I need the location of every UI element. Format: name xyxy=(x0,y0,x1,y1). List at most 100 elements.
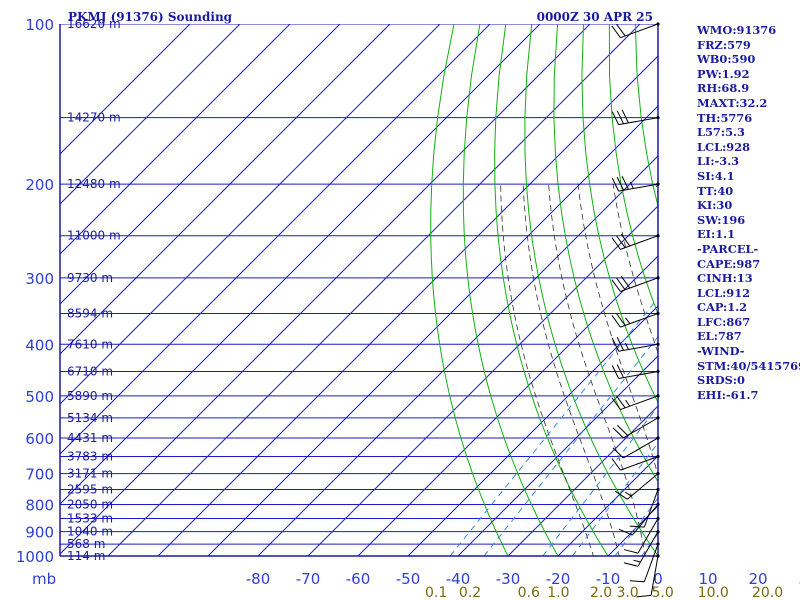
wind-barb-flag xyxy=(616,337,624,351)
isotherm xyxy=(60,24,441,405)
wind-barb-dot xyxy=(656,394,660,398)
wind-barb-flag xyxy=(611,237,621,250)
index-line: LFC:867 xyxy=(697,314,751,329)
dry-adiabat xyxy=(430,24,509,556)
height-label: 5890 m xyxy=(67,389,113,403)
mixing-ratio-label: 10.0 xyxy=(698,585,729,600)
height-label: 6710 m xyxy=(67,365,113,379)
wind-barb-dot xyxy=(656,454,660,459)
height-label: 1040 m xyxy=(67,525,113,539)
wind-barb-staff xyxy=(620,312,659,328)
isotherm xyxy=(107,24,641,556)
wind-barb-staff xyxy=(631,504,659,536)
isotherm xyxy=(60,24,241,205)
index-line: EHI:-61.7 xyxy=(697,387,759,402)
pressure-tick-label: 800 xyxy=(25,496,54,514)
isotherm xyxy=(307,205,658,556)
isotherm xyxy=(60,24,541,505)
isotherm xyxy=(60,24,591,555)
index-line: WMO:91376 xyxy=(697,23,777,37)
isotherm xyxy=(60,24,341,305)
wind-barb-dot xyxy=(656,542,660,546)
pressure-tick-label: 500 xyxy=(25,388,54,406)
temperature-tick-label: -20 xyxy=(546,570,571,588)
moist-adiabat xyxy=(500,184,594,556)
wind-barb-dot xyxy=(656,116,660,120)
index-line: EL:787 xyxy=(697,329,742,344)
wind-barb-flag xyxy=(612,447,624,459)
index-line: -WIND- xyxy=(697,344,745,359)
dry-adiabat xyxy=(553,24,658,483)
wind-barb-flag xyxy=(616,424,629,436)
isotherm xyxy=(357,255,658,556)
index-line: TH:5776 xyxy=(697,110,753,125)
temperature-tick-label: 0 xyxy=(653,570,663,588)
wind-barb-staff xyxy=(637,531,659,567)
mixing-ratio-label: 5.0 xyxy=(651,585,673,600)
wind-barb-staff xyxy=(618,117,659,126)
wind-barb-flag xyxy=(611,279,621,292)
index-line: STM:40/54157696 xyxy=(697,358,800,373)
wind-barb-dot xyxy=(656,234,660,238)
wind-barb-flag xyxy=(611,458,621,471)
wind-barb-flag xyxy=(612,427,624,439)
station-title: PKMJ (91376) Sounding xyxy=(68,10,233,24)
wind-barb-dot xyxy=(656,471,660,476)
wind-barb-flag xyxy=(629,580,645,583)
wind-barb-dot xyxy=(656,369,660,374)
index-line: CAPE:987 xyxy=(697,256,761,271)
wind-barb-staff xyxy=(637,518,659,554)
dry-adiabat xyxy=(608,24,658,316)
index-line: WB0:590 xyxy=(697,52,756,67)
wind-barb-dot xyxy=(656,22,660,26)
index-line: CAP:1.2 xyxy=(697,300,748,315)
isotherm xyxy=(407,305,658,556)
pressure-unit-label: mb xyxy=(32,570,56,588)
wind-barb-flag xyxy=(611,25,621,38)
temperature-tick-label: -60 xyxy=(346,570,371,588)
wind-barb-half xyxy=(629,181,634,189)
wind-barb-dot xyxy=(656,516,660,521)
isotherm xyxy=(60,24,291,255)
wind-barb-dot xyxy=(656,530,660,534)
wind-barbs xyxy=(611,22,660,598)
height-label: 12480 m xyxy=(67,177,121,191)
height-label: 8594 m xyxy=(67,306,113,320)
mixing-ratio-line xyxy=(614,497,658,556)
wind-barb-half xyxy=(633,559,641,563)
pressure-tick-label: 400 xyxy=(25,336,54,354)
height-label: 5134 m xyxy=(67,411,113,425)
dry-adiabat xyxy=(524,24,658,556)
wind-barb-dot xyxy=(656,554,660,558)
mixing-ratio-label: 1.0 xyxy=(547,585,569,600)
wind-barb-flag xyxy=(621,109,629,124)
wind-barb-dot xyxy=(656,182,660,186)
dry-adiabat xyxy=(581,24,658,404)
isotherm xyxy=(60,24,391,355)
wind-barb-dot xyxy=(656,436,660,440)
mixing-ratio-label: 20.0 xyxy=(752,585,783,600)
temperature-tick-label: -30 xyxy=(496,570,521,588)
wind-barb-dot xyxy=(656,487,660,492)
mixing-ratio-line xyxy=(449,297,658,556)
index-line: LI:-3.3 xyxy=(697,154,740,169)
wind-barb-half xyxy=(625,317,631,324)
pressure-tick-label: 200 xyxy=(25,176,54,194)
isotherm xyxy=(157,55,658,556)
pressure-tick-label: 900 xyxy=(25,524,54,542)
wind-barb-flag xyxy=(616,364,624,378)
index-line: FRZ:579 xyxy=(697,37,751,52)
wind-barb-dot xyxy=(656,416,660,420)
wind-barb-staff xyxy=(623,417,659,439)
temperature-tick-label: -40 xyxy=(446,570,471,588)
height-label: 3171 m xyxy=(67,467,113,481)
isotherm xyxy=(207,105,658,556)
stability-indices-panel: WMO:91376 FRZ:579 WB0:590 PW:1.92 RH:68.9 MAX… xyxy=(697,23,800,402)
temperature-tick-label: -10 xyxy=(596,570,621,588)
plot-frame xyxy=(59,24,659,557)
index-line: SI:4.1 xyxy=(697,168,735,183)
height-label: 2050 m xyxy=(67,497,113,511)
temperature-tick-label: 20 xyxy=(748,570,767,588)
wind-barb-dot xyxy=(656,502,660,507)
